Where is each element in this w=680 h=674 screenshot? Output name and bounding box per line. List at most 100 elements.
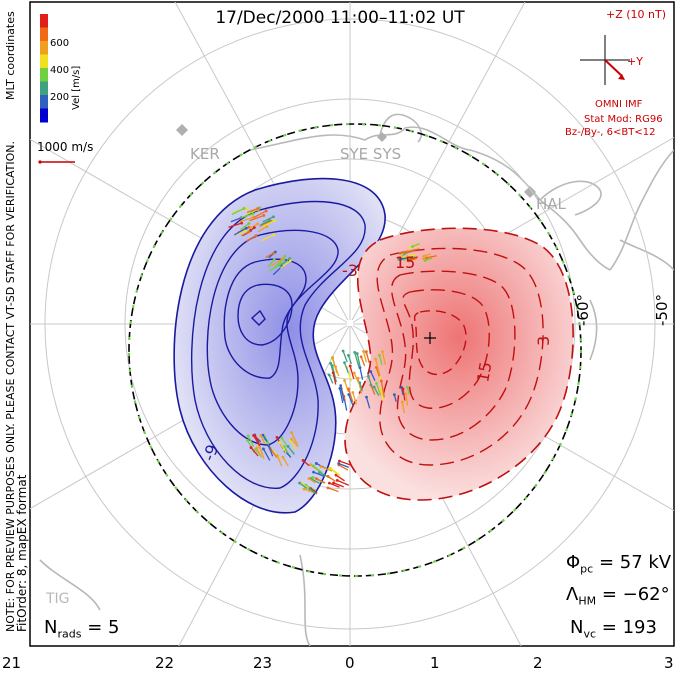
contour-label-neg-3: -3 — [342, 261, 358, 280]
velocity-vector — [349, 365, 355, 379]
velocity-vector — [373, 386, 380, 396]
velocity-vector-origin — [280, 436, 284, 440]
vector-count: Nvc = 193 — [570, 617, 657, 641]
velocity-vector — [343, 380, 350, 393]
velocity-vector — [339, 388, 344, 404]
velocity-vector-origin — [301, 459, 305, 462]
velocity-vector-origin — [247, 222, 251, 225]
velocity-vector — [338, 464, 349, 471]
velocity-vector-origin — [247, 225, 251, 229]
velocity-vector-origin — [314, 462, 318, 465]
velocity-vector — [332, 372, 337, 385]
velocity-vector-origin — [425, 256, 429, 260]
velocity-vector — [327, 487, 339, 493]
velocity-vector — [359, 367, 364, 380]
velocity-vector-origin — [398, 251, 402, 255]
velocity-vector-origin — [262, 214, 266, 217]
velocity-vector-origin — [261, 433, 265, 437]
velocity-vector-origin — [278, 441, 282, 444]
velocity-vector — [309, 488, 318, 495]
velocity-vector — [329, 482, 340, 488]
velocity-vector-origin — [242, 207, 246, 210]
velocity-vector-origin — [359, 355, 363, 359]
velocity-vector-origin — [253, 434, 257, 438]
velocity-vector — [329, 467, 340, 476]
velocity-vector-origin — [379, 387, 383, 391]
velocity-vector-origin — [347, 393, 351, 396]
velocity-vector-origin — [298, 481, 301, 485]
velocity-vector — [381, 351, 387, 365]
lambda-symbol: Λ — [566, 584, 579, 605]
mlt-label-1: 1 — [430, 654, 440, 672]
velocity-vector — [338, 462, 349, 468]
velocity-vector-origin — [275, 454, 279, 457]
velocity-vector — [426, 255, 437, 259]
velocity-vector — [400, 256, 413, 260]
velocity-vector — [316, 478, 326, 484]
velocity-vector — [265, 252, 274, 258]
velocity-vector — [328, 374, 334, 384]
velocity-vector — [279, 258, 291, 267]
velocity-vector-origin — [422, 254, 426, 258]
velocity-vector — [352, 392, 358, 405]
velocity-vector-origin — [329, 361, 333, 365]
velocity-vector-origin — [272, 215, 275, 219]
contour-label-pos-3: 3 — [534, 336, 553, 346]
velocity-vector — [343, 362, 349, 374]
lat-label-50: -50° — [653, 294, 671, 326]
mlt-label-22: 22 — [155, 654, 175, 672]
velocity-vector-origin — [281, 455, 285, 459]
mlt-label-2: 2 — [533, 654, 543, 672]
velocity-vector — [402, 388, 406, 401]
velocity-vector-origin — [369, 370, 373, 373]
imf-dial — [580, 35, 630, 85]
velocity-vector-origin — [259, 434, 263, 437]
velocity-vector-origin — [258, 445, 262, 449]
velocity-vector-origin — [408, 245, 412, 249]
velocity-vector — [378, 355, 383, 366]
velocity-vector-origin — [256, 207, 260, 210]
velocity-vector — [359, 382, 363, 392]
velocity-vector — [228, 222, 242, 228]
velocity-vector-origin — [339, 384, 343, 388]
velocity-vector-origin — [392, 393, 396, 397]
colorbar-swatch — [40, 14, 48, 28]
velocity-vector — [365, 351, 370, 363]
imf-source: OMNI IMF — [595, 99, 643, 110]
velocity-vector — [313, 471, 326, 478]
nvc-subscript: vc — [583, 627, 597, 641]
velocity-vector — [248, 223, 259, 230]
hm-latitude: ΛHM = −62° — [566, 584, 670, 608]
velocity-vector — [262, 216, 274, 223]
velocity-vector-origin — [273, 219, 277, 223]
velocity-vector-origin — [406, 250, 409, 254]
phi-subscript: pc — [580, 562, 594, 576]
velocity-vector-origin — [338, 459, 341, 463]
velocity-vector — [263, 435, 270, 445]
velocity-vector-origin — [307, 477, 311, 480]
velocity-vector-origin — [331, 356, 335, 359]
velocity-vector — [320, 466, 333, 472]
colorbar-swatch — [40, 108, 48, 123]
velocity-vector-origin — [326, 474, 330, 478]
velocity-vector — [274, 258, 285, 268]
velocity-vector — [407, 248, 420, 253]
mlt-label-3: 3 — [664, 654, 674, 672]
velocity-vector-origin — [407, 259, 411, 263]
velocity-vector-origin — [319, 465, 323, 469]
velocity-vector-origin — [404, 392, 408, 396]
imf-scale-label: +Z (10 nT) — [606, 8, 667, 21]
velocity-vector-origin — [347, 387, 350, 391]
velocity-vector — [259, 220, 272, 227]
velocity-vector — [291, 438, 299, 448]
velocity-vector-origin — [283, 254, 287, 258]
velocity-vector-origin — [343, 379, 346, 382]
velocity-vector — [270, 258, 283, 267]
radar-count: Nrads = 5 — [44, 617, 119, 641]
velocity-vector-origin — [327, 481, 331, 485]
velocity-vector — [354, 352, 360, 367]
velocity-vector-origin — [254, 234, 258, 238]
velocity-vector-origin — [302, 487, 306, 491]
velocity-vector-origin — [246, 438, 249, 442]
velocity-vector — [333, 482, 344, 488]
